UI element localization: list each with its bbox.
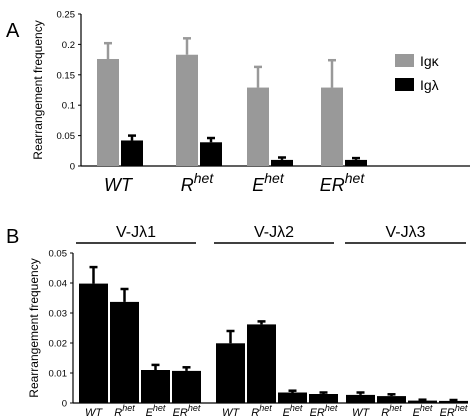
panel-b-category-label-base: WT <box>352 407 370 419</box>
panel-b-category-label-sup: het <box>325 403 338 413</box>
panel-b-bar <box>172 370 201 403</box>
panel-a-letter: A <box>6 20 20 42</box>
panel-b-category-label-base: ER <box>310 407 325 419</box>
panel-b-category-label-base: WT <box>85 407 103 419</box>
panel-b-category-label-sup: het <box>290 403 303 413</box>
panel-b-category-label-base: E <box>413 407 421 419</box>
panel-b-category-label-sup: het <box>188 403 201 413</box>
panel-b-bar <box>439 400 468 403</box>
panel-a-ytick-label: 0.25 <box>57 10 76 21</box>
panel-b-ylabel: Rearrangement frequency <box>27 258 41 397</box>
panel-b-category-label: Ehet <box>413 403 433 419</box>
panel-a-category-label-base: R <box>181 175 194 195</box>
panel-b-bar <box>309 394 338 403</box>
panel-b-category-label: ERhet <box>440 403 468 419</box>
panel-a-bar <box>97 58 119 166</box>
panel-a-category-label: ERhet <box>320 170 366 195</box>
panel-b-bar <box>408 400 437 403</box>
panel-b-category-label-base: R <box>114 407 122 419</box>
panel-b-category-label: ERhet <box>310 403 338 419</box>
panel-a-legend-swatch <box>395 54 414 67</box>
panel-a-legend-label: Igλ <box>420 77 439 93</box>
panel-b-category-label: Ehet <box>146 403 166 419</box>
panel-b-ytick-label: 0.02 <box>49 339 68 350</box>
panel-a-bar <box>247 87 269 166</box>
panel-b-category-label: WT <box>85 407 103 419</box>
panel-b-category-label-sup: het <box>259 403 272 413</box>
panel-a-ytick-label: 0.15 <box>57 70 76 81</box>
panel-b-bar <box>79 283 108 403</box>
panel-a-ylabel: Rearrangement frequency <box>31 20 45 159</box>
panel-a-category-label-sup: het <box>194 170 215 186</box>
panel-a-category-label-base: E <box>252 175 265 195</box>
panel-b-letter: B <box>6 226 19 248</box>
panel-b-group-label: V-Jλ3 <box>385 224 425 241</box>
panel-b-ytick-label: 0.05 <box>49 249 68 260</box>
panel-a-bar <box>200 142 222 166</box>
panel-a-ytick-label: 0.05 <box>57 131 76 142</box>
panel-b-bar <box>278 392 307 403</box>
panel-a-category-label: WT <box>104 175 134 195</box>
panel-b-ytick-label: 0 <box>62 399 67 410</box>
panel-a-ytick-label: 0 <box>70 162 75 173</box>
panel-b-bar <box>377 396 406 403</box>
panel-a-bar <box>345 159 367 166</box>
panel-b-category-label-base: ER <box>173 407 188 419</box>
panel-b-category-label-base: R <box>381 407 389 419</box>
panel-b-category-label: WT <box>352 407 370 419</box>
panel-b-bar <box>216 343 245 403</box>
panel-a-bar <box>121 140 143 166</box>
panel-b-category-label: Rhet <box>251 403 272 419</box>
panel-b-category-label: Rhet <box>381 403 402 419</box>
panel-a-bar <box>176 54 198 166</box>
panel-a-category-label-base: ER <box>320 175 345 195</box>
panel-b-category-label-base: E <box>283 407 291 419</box>
panel-b-bar <box>141 370 170 403</box>
panel-a-bar <box>321 87 343 166</box>
panel-a-legend-label: Igκ <box>420 53 440 69</box>
panel-b-category-label-sup: het <box>122 403 135 413</box>
panel-a-legend-swatch <box>395 78 414 91</box>
panel-b-category-label-base: WT <box>222 407 240 419</box>
panel-a-bar <box>271 159 293 166</box>
panel-b-category-label: ERhet <box>173 403 201 419</box>
panel-b-category-label-sup: het <box>455 403 468 413</box>
panel-b-category-label-sup: het <box>420 403 433 413</box>
panel-b-category-label: Rhet <box>114 403 135 419</box>
panel-b-bar <box>346 394 375 403</box>
panel-b-ytick-label: 0.03 <box>49 309 68 320</box>
panel-a-category-label-sup: het <box>345 170 366 186</box>
panel-b-bar <box>247 324 276 403</box>
panel-b-category-label-base: E <box>146 407 154 419</box>
panel-b-category-label: Ehet <box>283 403 303 419</box>
panel-b-group-label: V-Jλ1 <box>116 224 156 241</box>
panel-b-ytick-label: 0.04 <box>49 279 68 290</box>
panel-b-ytick-label: 0.01 <box>49 369 68 380</box>
panel-a-ytick-label: 0.1 <box>62 101 75 112</box>
panel-a-category-label-sup: het <box>264 170 285 186</box>
panel-b-category-label: WT <box>222 407 240 419</box>
panel-a-ytick-label: 0.2 <box>62 40 75 51</box>
panel-b-category-label-sup: het <box>389 403 402 413</box>
panel-a-category-label: Ehet <box>252 170 285 195</box>
panel-a-category-label-base: WT <box>104 175 134 195</box>
panel-b-category-label-base: R <box>251 407 259 419</box>
panel-b-category-label-base: ER <box>440 407 455 419</box>
panel-b-bar <box>110 301 139 403</box>
panel-b-category-label-sup: het <box>153 403 166 413</box>
panel-b-group-label: V-Jλ2 <box>254 224 294 241</box>
panel-a-category-label: Rhet <box>181 170 215 195</box>
